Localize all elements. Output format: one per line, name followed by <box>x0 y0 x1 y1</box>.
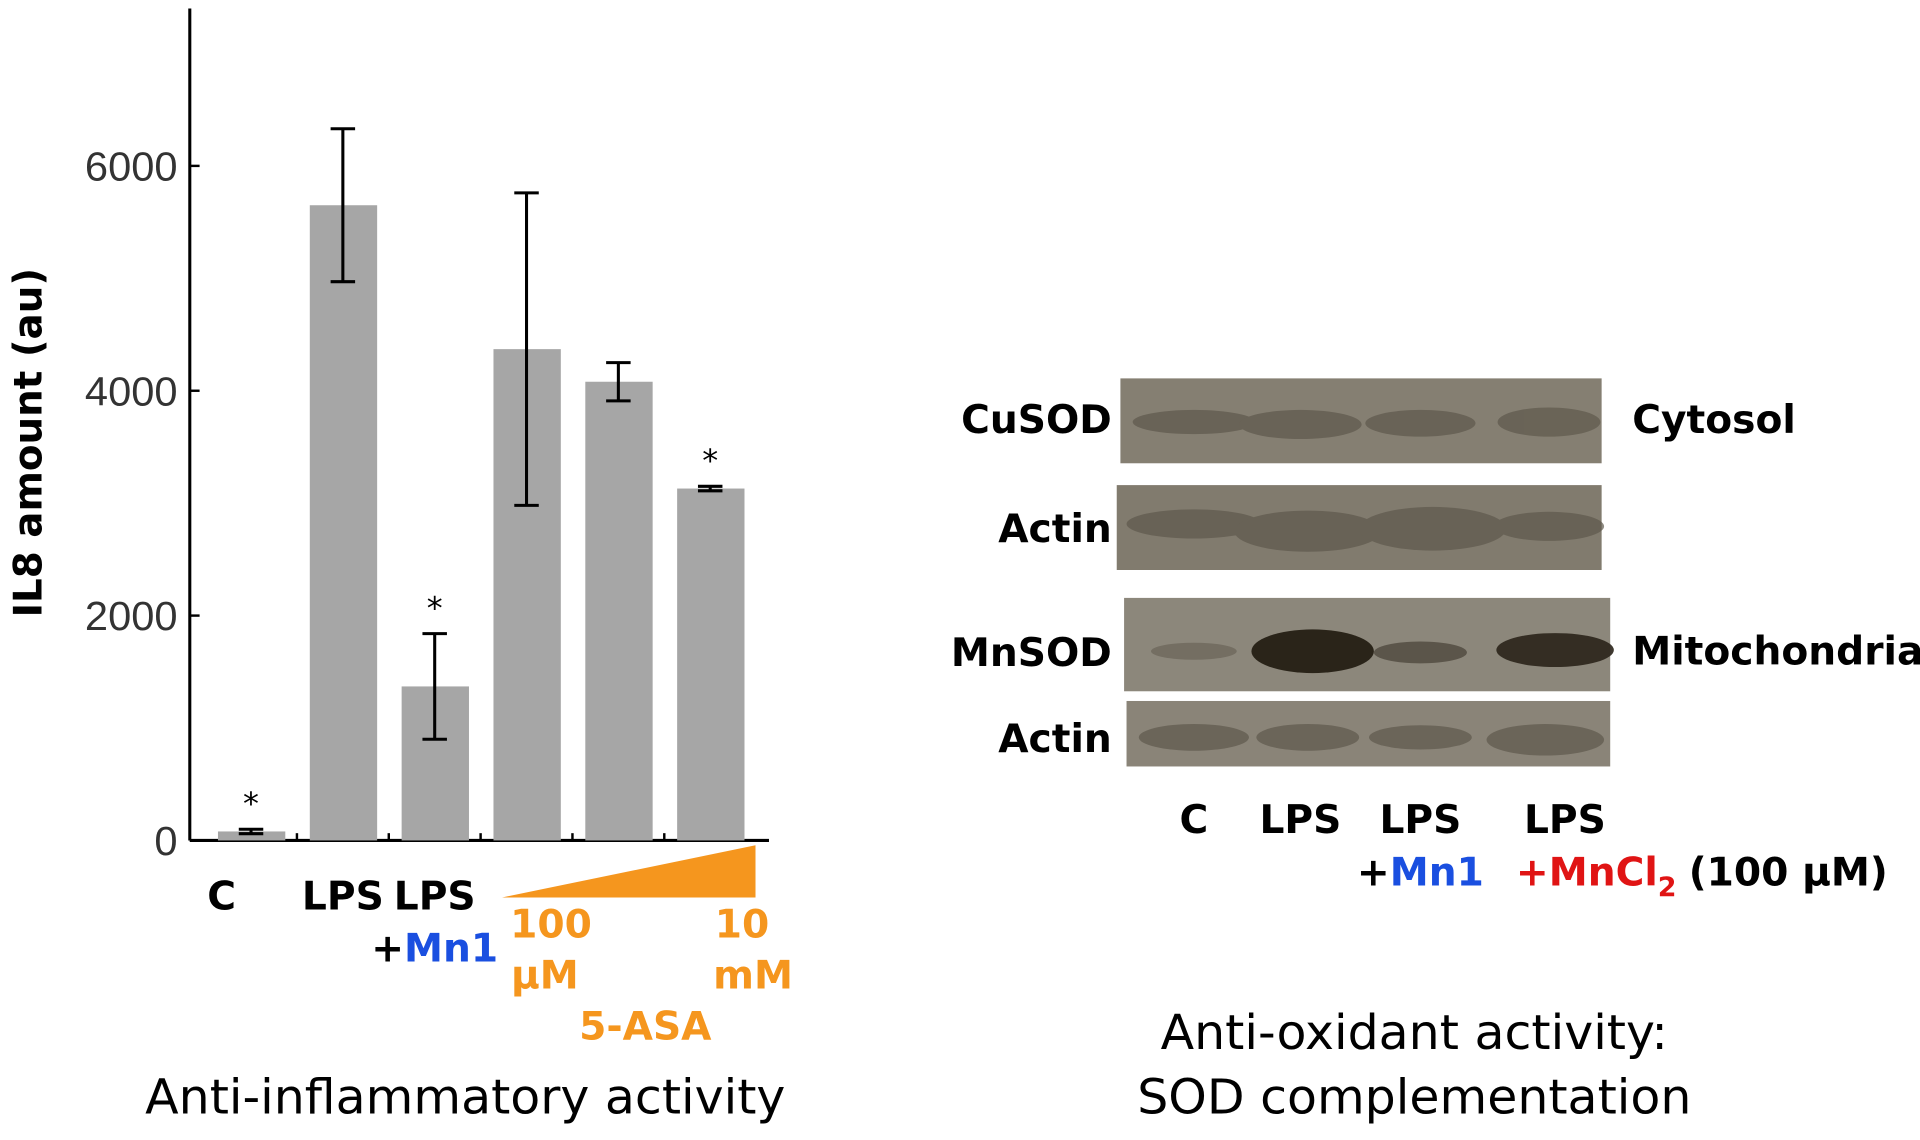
error-bar <box>514 191 539 507</box>
x-tick-label-2: +Mn1 <box>371 927 498 972</box>
bar <box>677 488 745 841</box>
lane-label: LPS <box>1259 798 1341 843</box>
compartment-label: Cytosol <box>1632 398 1796 443</box>
blot-caption: Anti-oxidant activity: <box>1161 1005 1668 1061</box>
plus: + <box>1357 850 1390 895</box>
significance: * <box>243 787 259 823</box>
error-bar <box>606 361 631 403</box>
row-label: Actin <box>998 507 1112 552</box>
bands <box>1126 407 1605 756</box>
gradient-low-unit: µM <box>511 954 579 999</box>
chart-caption: Anti-inflammatory activity <box>145 1070 785 1126</box>
gradient-low: 100 <box>510 903 592 948</box>
agent: Mn1 <box>1390 850 1484 895</box>
y-tick-label: 6000 <box>85 143 178 190</box>
mnsod-bands <box>1151 629 1614 674</box>
row-label: CuSOD <box>961 398 1112 443</box>
lane-label: C <box>1179 798 1208 843</box>
error-bar <box>422 632 447 741</box>
significance: * <box>427 591 443 627</box>
y-tick-label: 2000 <box>85 592 178 639</box>
y-axis-title: IL8 amount (au) <box>6 268 51 617</box>
bar <box>217 831 286 841</box>
subscript: 2 <box>1658 872 1677 903</box>
row-label: Actin <box>998 717 1112 762</box>
error-bar <box>697 484 723 493</box>
gradient-name: 5-ASA <box>579 1005 711 1050</box>
x-tick-label-part: Mn1 <box>404 927 498 972</box>
bar <box>585 381 653 841</box>
error-bar <box>330 127 356 284</box>
gradient-wedge <box>502 845 756 898</box>
gradient-high: 10 <box>715 903 770 948</box>
significance: * <box>702 444 718 480</box>
row-label: MnSOD <box>951 631 1112 676</box>
gradient-high-unit: mM <box>713 954 793 999</box>
lane-label-2: +Mn1 <box>1357 850 1484 895</box>
concentration: (100 µM) <box>1689 850 1888 895</box>
lane-label-2: +MnCl2 (100 µM) <box>1516 850 1888 903</box>
error-bar <box>238 827 264 836</box>
x-tick-label: LPS <box>394 875 476 920</box>
bar-chart: IL8 amount (au) 100 µM 10 mM 5-ASA Anti-… <box>6 8 793 1126</box>
compartment-label: Mitochondria <box>1632 630 1920 675</box>
blot-caption: SOD complementation <box>1137 1070 1691 1126</box>
western-blot: CuSOD Actin MnSOD Actin Cytosol Mitochon… <box>951 378 1920 1125</box>
x-tick-label: LPS <box>302 875 384 920</box>
bar <box>309 205 378 841</box>
x-tick-label: C <box>207 875 236 920</box>
y-tick-label: 4000 <box>85 367 178 414</box>
y-tick-label: 0 <box>154 817 177 864</box>
lane-label: LPS <box>1379 798 1461 843</box>
lane-label: LPS <box>1524 798 1606 843</box>
agent: +MnCl <box>1516 850 1658 895</box>
x-tick-label-part: + <box>371 927 404 972</box>
